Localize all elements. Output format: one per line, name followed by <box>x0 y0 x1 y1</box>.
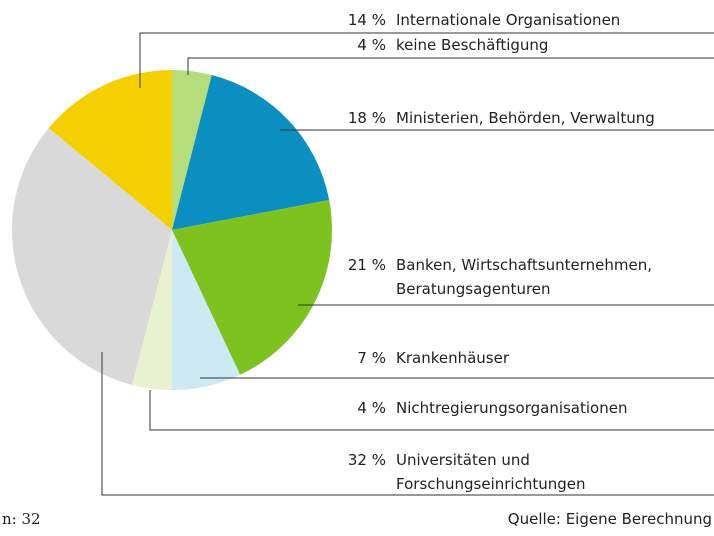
value-label: 14 % <box>347 11 386 29</box>
pie-slice <box>172 75 330 230</box>
pie-slice <box>172 200 332 375</box>
slice-label: Nichtregierungsorganisationen <box>396 399 628 417</box>
pie-slice <box>132 230 172 390</box>
slice-label: keine Beschäftigung <box>396 36 549 54</box>
slice-label: Banken, Wirtschaftsunternehmen, Beratung… <box>396 256 652 298</box>
pie-slice <box>172 230 241 390</box>
leader-line <box>187 57 714 75</box>
pie-slice <box>48 70 172 230</box>
value-label: 18 % <box>347 109 386 127</box>
source: Quelle: Eigene Berechnung <box>507 510 712 528</box>
value-label: 7 % <box>357 349 386 367</box>
note: n: 32 <box>2 510 41 528</box>
value-label: 32 % <box>347 451 386 469</box>
value-label: 4 % <box>357 36 386 54</box>
value-label: 21 % <box>347 256 386 274</box>
leader-line <box>139 32 714 88</box>
slice-label: Ministerien, Behörden, Verwaltung <box>396 109 655 127</box>
value-label: 4 % <box>357 399 386 417</box>
slice-label: Krankenhäuser <box>396 349 510 367</box>
leader-line <box>149 390 714 431</box>
slice-label: Universitäten und Forschungseinrichtunge… <box>396 451 586 493</box>
pie-slice <box>172 70 212 230</box>
slice-label: Internationale Organisationen <box>396 11 621 29</box>
pie-slice <box>11 128 173 385</box>
leader-line <box>101 352 714 496</box>
